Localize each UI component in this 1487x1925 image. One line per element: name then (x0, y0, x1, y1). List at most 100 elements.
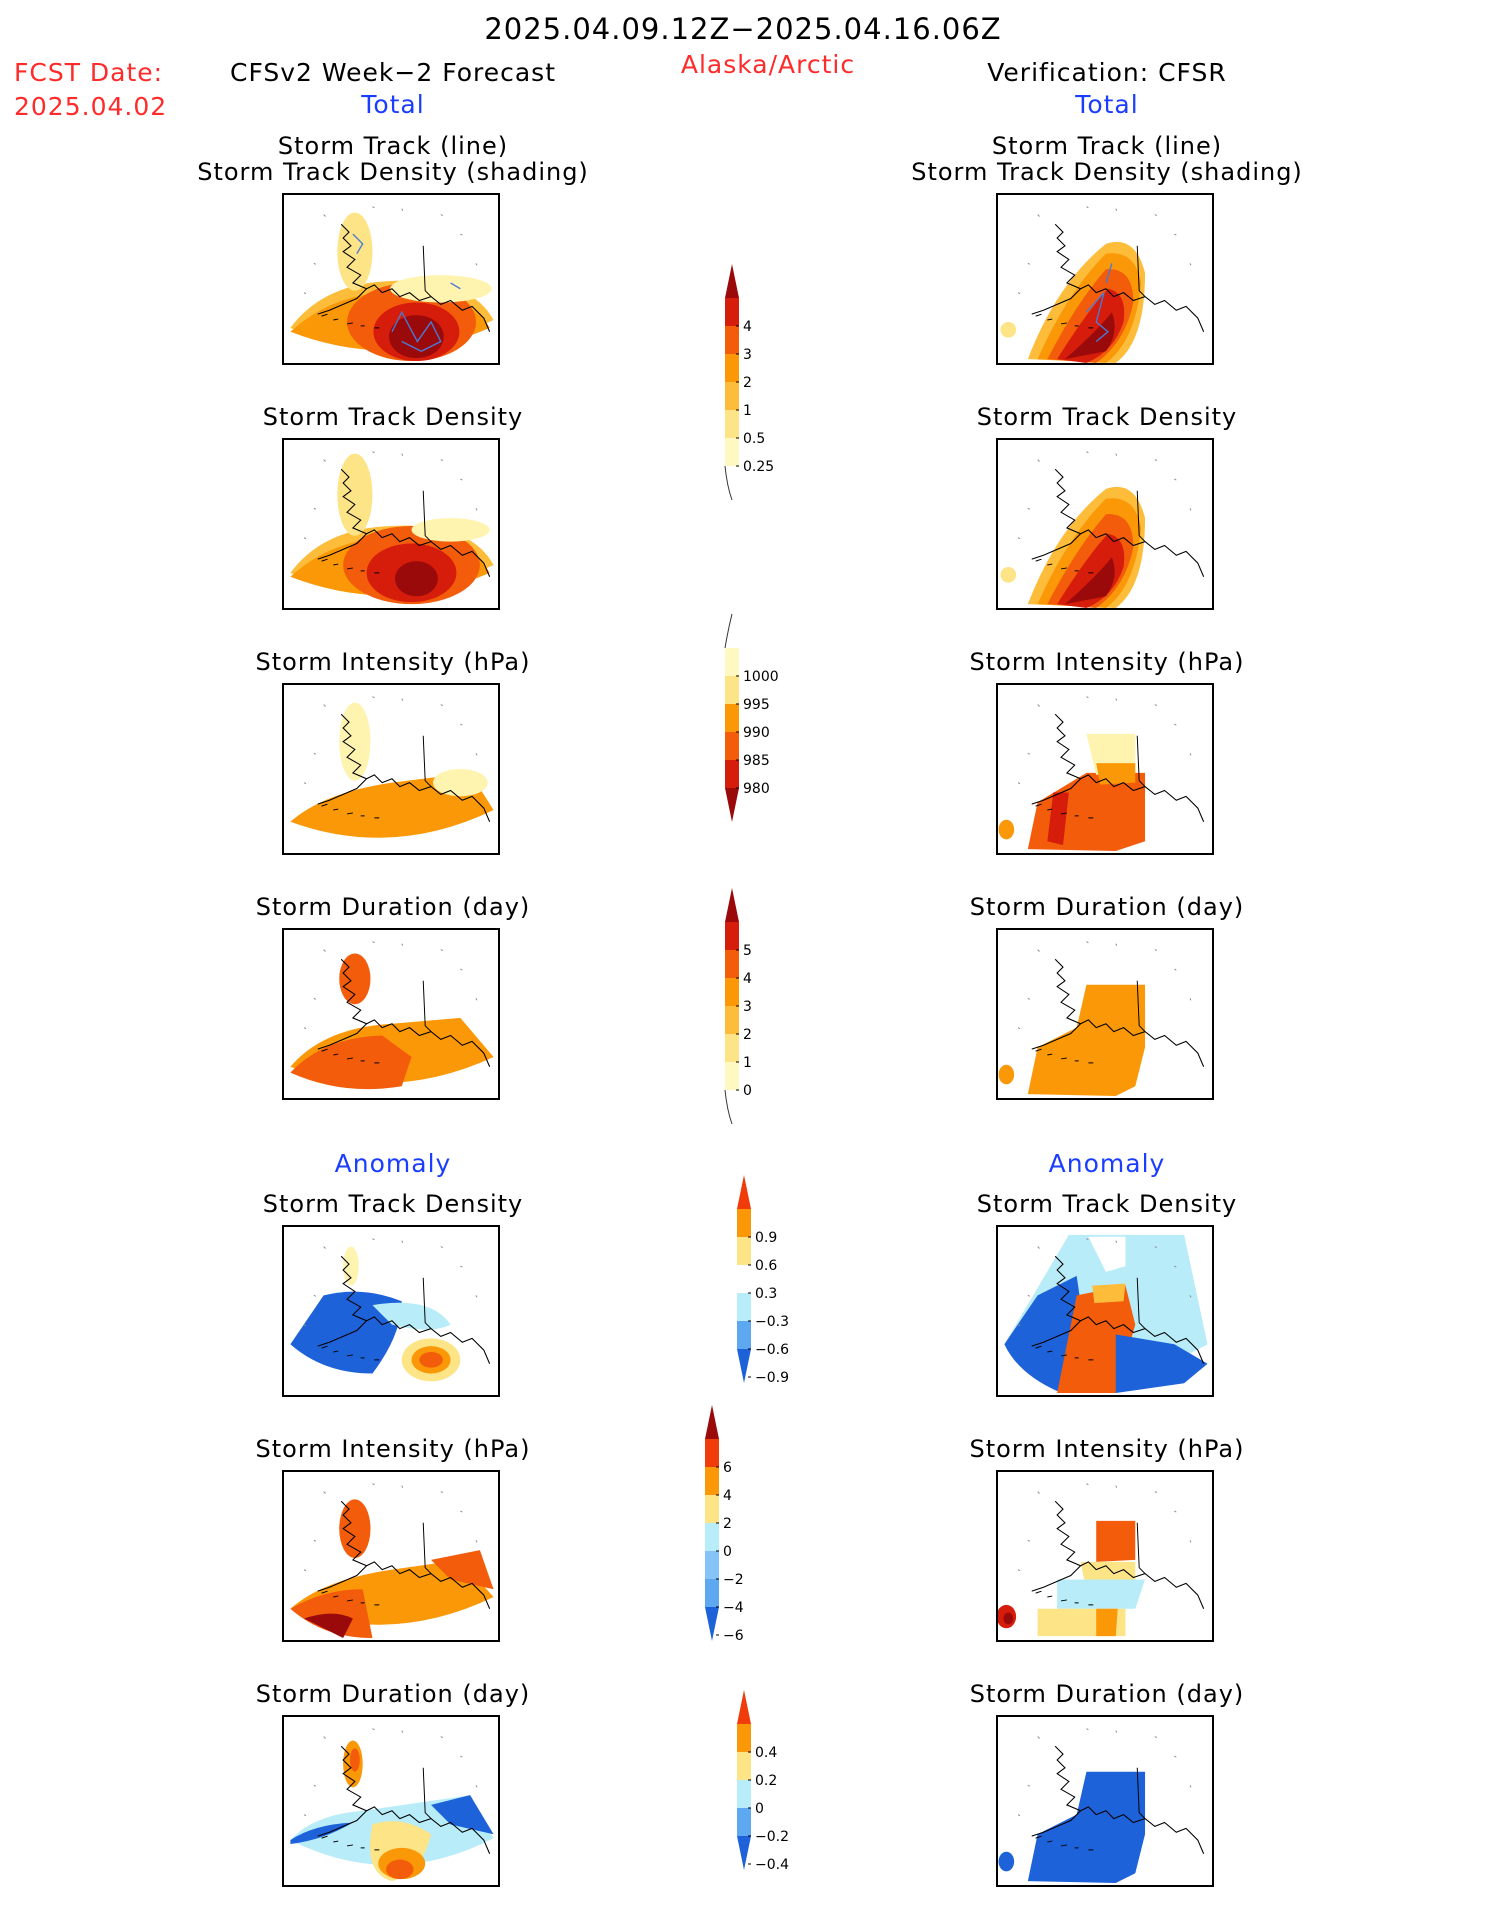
border-line (422, 1277, 432, 1329)
border-line (1136, 245, 1146, 297)
colorbar-segment (725, 438, 739, 466)
colorbar-segment (725, 760, 739, 788)
coastline (317, 468, 491, 577)
colorbar-triangle-bottom (725, 788, 739, 822)
map-forecast-track (282, 193, 500, 365)
shaded-region (433, 769, 488, 797)
shaded-region (1115, 1334, 1208, 1394)
colorbar-triangle-top (725, 888, 739, 922)
shaded-region (1057, 1285, 1136, 1394)
shaded-region (1027, 1771, 1146, 1884)
colorbar-segment (737, 1321, 751, 1349)
colorbar-segment (737, 1237, 751, 1265)
shaded-region (394, 561, 438, 597)
coastline (317, 713, 491, 822)
map-forecast-duration (282, 928, 500, 1100)
colorbar-segment (725, 410, 739, 438)
colorbar-tick-label: 5 (743, 943, 752, 959)
colorbar-triangle-top (737, 1175, 751, 1209)
colorbar-segment (725, 950, 739, 978)
colorbar-tick-label: 4 (743, 971, 752, 987)
map-verif-track (996, 193, 1214, 365)
border-line (1136, 980, 1146, 1032)
storm-track-line (1085, 263, 1113, 343)
colorbar-segment (705, 1551, 719, 1579)
colorbar-segment (705, 1579, 719, 1607)
colorbar-segment (705, 1467, 719, 1495)
colorbar-triangle-top (737, 1690, 751, 1724)
title-anom-intensity-right: Storm Intensity (hPa) (969, 1435, 1245, 1463)
shaded-region (343, 1246, 359, 1286)
shaded-region (339, 953, 371, 1005)
border-line (1136, 1277, 1146, 1329)
colorbar-duration-total: 5 4 3 2 1 0 (722, 888, 782, 1172)
colorbar-tick-label: −0.9 (755, 1370, 789, 1386)
shaded-region (304, 1613, 353, 1639)
coastline (1031, 713, 1205, 822)
colorbar-tick-label: 0.25 (743, 459, 774, 475)
colorbar-segment (725, 354, 739, 382)
colorbar-triangle-bottom (737, 1836, 751, 1870)
coastline (317, 1255, 491, 1364)
border-line (422, 245, 432, 297)
colorbar-tick-label: 3 (743, 999, 752, 1015)
colorbar-segment (705, 1495, 719, 1523)
colorbar-tick-label: 2 (723, 1516, 732, 1532)
shaded-region (1064, 312, 1115, 360)
border-line (1136, 490, 1146, 542)
colorbar-tick-label: 1000 (743, 669, 779, 685)
shaded-region (372, 1302, 451, 1330)
colorbar-tick-label: 3 (743, 347, 752, 363)
map-forecast-intensity (282, 683, 500, 855)
shaded-region (337, 453, 373, 536)
map-forecast-density (282, 438, 500, 610)
colorbar-tick-label: 0.3 (755, 1286, 777, 1302)
total-label-right: Total (1075, 90, 1139, 119)
map-forecast-anom-duration (282, 1715, 500, 1887)
storm-track-line (352, 233, 461, 353)
shaded-region (349, 1748, 360, 1772)
title-anom-density-right: Storm Track Density (976, 1190, 1238, 1218)
colorbar-tick-label: −6 (723, 1628, 744, 1644)
colorbar-segment (725, 648, 739, 676)
colorbar-tick-label: 0.5 (743, 431, 765, 447)
colorbar-segment (737, 1265, 751, 1293)
colorbar-tick-label: −0.4 (755, 1857, 789, 1873)
map-verif-anom-duration (996, 1715, 1214, 1887)
shaded-region (339, 1499, 371, 1558)
shaded-region (1027, 984, 1146, 1097)
colorbar-density-anom: 0.9 0.6 0.3 −0.3 −0.6 −0.9 (734, 1175, 794, 1429)
shaded-region (1000, 321, 1017, 338)
shaded-region (1027, 772, 1146, 852)
colorbar-tick-label: 985 (743, 753, 770, 769)
map-verif-anom-density (996, 1225, 1214, 1397)
colorbar-tick-label: 0.6 (755, 1258, 777, 1274)
title-density-right: Storm Track Density (976, 403, 1238, 431)
colorbar-tick-label: −0.2 (755, 1829, 789, 1845)
map-forecast-anom-density (282, 1225, 500, 1397)
colorbar-segment (737, 1293, 751, 1321)
title-track-line-left: Storm Track (line) (277, 132, 509, 160)
shaded-region (1088, 1236, 1126, 1272)
shaded-region (998, 1064, 1015, 1085)
title-intensity-right: Storm Intensity (hPa) (969, 648, 1245, 676)
colorbar-segment (737, 1724, 751, 1752)
colorbar-segment (737, 1752, 751, 1780)
title-anom-intensity-left: Storm Intensity (hPa) (255, 1435, 531, 1463)
title-intensity-left: Storm Intensity (hPa) (255, 648, 531, 676)
colorbar-segment (725, 1062, 739, 1090)
title-track-line-right: Storm Track (line) (991, 132, 1223, 160)
colorbar-segment (725, 922, 739, 950)
coastline (1031, 223, 1205, 332)
shaded-region (1064, 557, 1115, 605)
title-track-shading-left: Storm Track Density (shading) (197, 158, 589, 186)
coastline (1031, 1500, 1205, 1609)
total-label-left: Total (361, 90, 425, 119)
border-line (1136, 735, 1146, 787)
colorbar-tick-label: 995 (743, 697, 770, 713)
colorbar-tick-label: 0.2 (755, 1773, 777, 1789)
colorbar-tick-label: 4 (743, 319, 752, 335)
border-line (422, 735, 432, 787)
border-line (422, 1522, 432, 1574)
colorbar-density-total: 4 3 2 1 0.5 0.25 (722, 264, 782, 548)
